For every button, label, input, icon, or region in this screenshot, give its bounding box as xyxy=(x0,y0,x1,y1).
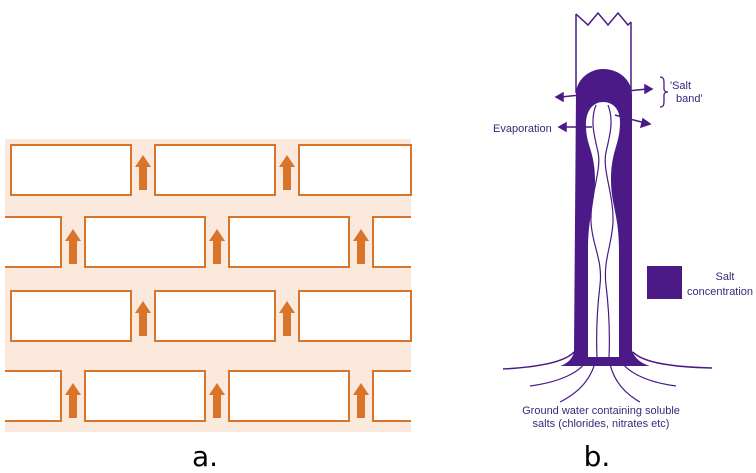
ground-water-label-line2: salts (chlorides, nitrates etc) xyxy=(533,418,670,430)
wall-outline xyxy=(502,11,713,370)
up-arrow-icon xyxy=(135,155,151,190)
panel-a-brick-wall: a. xyxy=(5,139,412,473)
salt-band-label-line2: band' xyxy=(676,93,703,105)
brick xyxy=(10,144,132,196)
capillary-lines xyxy=(590,104,614,359)
brick xyxy=(154,144,276,196)
salt-concentration-label-line1: Salt xyxy=(716,271,735,283)
right-arrow-icon xyxy=(644,83,654,95)
panel-b-wall-section: 'Salt band' Evaporation Salt concentrati… xyxy=(493,11,753,473)
capillary-line xyxy=(590,104,602,359)
up-arrow-icon xyxy=(279,155,295,190)
up-arrow-icon xyxy=(353,229,369,264)
brick-partial xyxy=(372,216,411,268)
upward-arrows xyxy=(65,155,369,418)
evaporation-label: Evaporation xyxy=(493,123,552,135)
up-arrow-icon xyxy=(279,301,295,336)
brick xyxy=(298,290,412,342)
ground-line xyxy=(632,351,713,369)
evaporation-arrows xyxy=(554,83,654,133)
salt-band-label-line1: 'Salt xyxy=(670,80,691,92)
brick-row-1 xyxy=(10,144,412,196)
water-line xyxy=(529,357,589,387)
left-arrow-icon xyxy=(554,91,564,103)
water-line xyxy=(618,357,677,387)
up-arrow-icon xyxy=(209,383,225,418)
ground-water-lines xyxy=(529,357,677,403)
wall-broken-top xyxy=(575,11,632,27)
salt-band-brace xyxy=(659,76,669,108)
salt-concentration-legend-swatch xyxy=(647,266,682,299)
capillary-line xyxy=(604,104,614,359)
up-arrow-icon xyxy=(135,301,151,336)
brick-row-2 xyxy=(5,216,411,268)
brick-partial xyxy=(372,370,411,422)
brick xyxy=(228,370,350,422)
brick-row-4 xyxy=(5,370,411,422)
salt-concentration-label-line2: concentration xyxy=(687,286,753,298)
capillary-channel xyxy=(585,102,620,357)
brick xyxy=(84,216,206,268)
water-line xyxy=(608,358,641,403)
brick xyxy=(10,290,132,342)
brick xyxy=(154,290,276,342)
brick-partial xyxy=(5,216,62,268)
brick xyxy=(84,370,206,422)
brick-partial xyxy=(5,370,62,422)
brick xyxy=(298,144,412,196)
brick xyxy=(228,216,350,268)
up-arrow-icon xyxy=(209,229,225,264)
evaporation-arrow-line xyxy=(560,92,600,98)
evaporation-arrow-line xyxy=(608,88,648,94)
right-arrow-icon xyxy=(639,117,652,129)
left-arrow-icon xyxy=(557,121,567,133)
evaporation-arrow-line xyxy=(614,114,646,124)
ground-water-label-line1: Ground water containing soluble xyxy=(522,405,680,417)
panel-a-caption: a. xyxy=(192,440,218,473)
up-arrow-icon xyxy=(65,383,81,418)
up-arrow-icon xyxy=(65,229,81,264)
brick-row-3 xyxy=(10,290,412,342)
up-arrow-icon xyxy=(353,383,369,418)
panel-b-caption: b. xyxy=(584,440,611,473)
ground-line xyxy=(502,351,575,370)
water-line xyxy=(559,358,597,403)
